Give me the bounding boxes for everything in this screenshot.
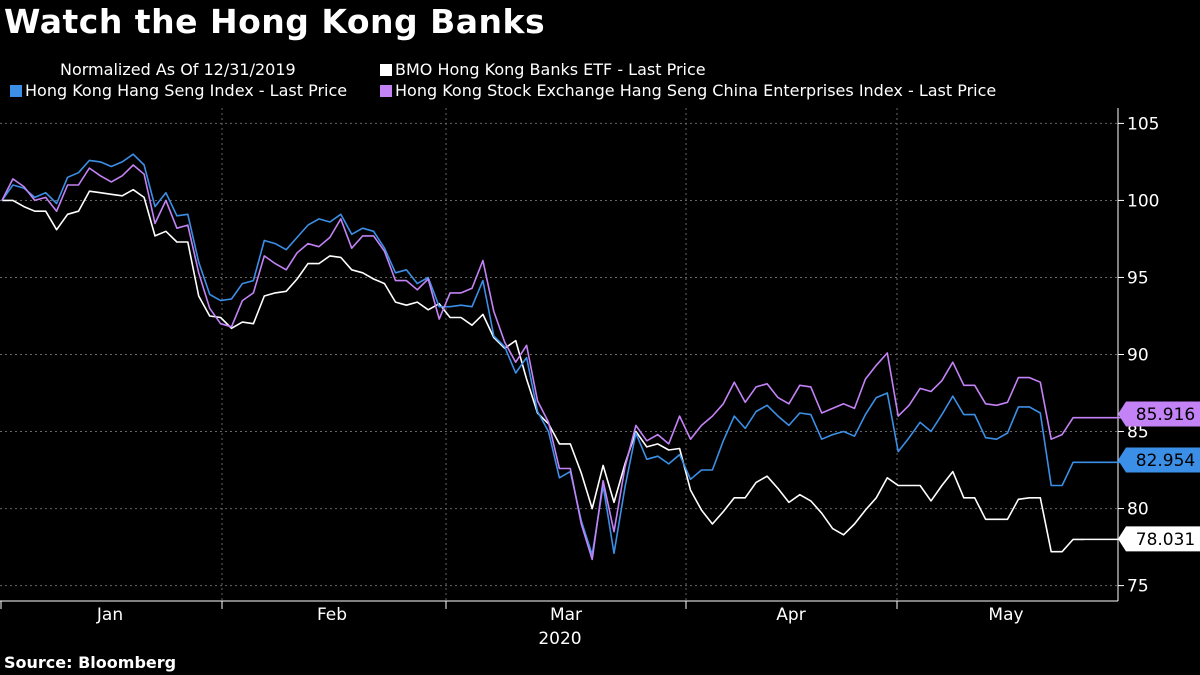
last-value-label: 78.031 [1136,530,1195,550]
legend-label-hscei: Hong Kong Stock Exchange Hang Seng China… [395,81,997,100]
y-tick-label: 85 [1127,423,1149,443]
y-tick-label: 75 [1127,577,1149,597]
source-note: Source: Bloomberg [4,653,177,672]
legend-note-text: Normalized As Of 12/31/2019 [60,60,296,79]
last-value-tag [1118,526,1200,552]
chart-legend: Normalized As Of 12/31/2019 BMO Hong Kon… [0,60,1200,104]
y-tick-label: 100 [1127,191,1159,211]
legend-item-bmo: BMO Hong Kong Banks ETF - Last Price [380,60,706,79]
last-value-label: 82.954 [1136,451,1195,471]
chart-labels: 78.031 82.954 85.916 [1084,401,1200,552]
legend-swatch-hang-seng [10,84,22,97]
chart-title: Watch the Hong Kong Banks [4,2,546,41]
series-line-0 [2,188,1084,553]
chart-axes: 75 80 85 90 95 100 105 Jan Feb Mar Apr May 2020 [0,108,1159,649]
x-tick-label: Feb [317,605,347,625]
legend-item-hang-seng: Hong Kong Hang Seng Index - Last Price [10,81,347,100]
x-tick-label: Jan [96,605,123,625]
y-tick-label: 80 [1127,500,1149,520]
series-line-1 [1,153,1084,556]
y-tick-label: 90 [1127,346,1149,366]
legend-swatch-bmo [380,63,392,76]
last-value-tag [1118,447,1200,473]
series-line-2 [1,164,1084,561]
x-tick-label: Apr [776,605,805,625]
last-value-label: 85.916 [1136,405,1195,425]
legend-label-bmo: BMO Hong Kong Banks ETF - Last Price [395,60,706,79]
y-tick-label: 105 [1127,114,1159,134]
chart-grid [0,108,1118,601]
legend-note: Normalized As Of 12/31/2019 [60,60,296,79]
x-tick-label: May [988,605,1023,625]
legend-item-hscei: Hong Kong Stock Exchange Hang Seng China… [380,81,996,100]
x-year-label: 2020 [538,629,581,649]
last-value-tag [1118,401,1200,427]
legend-label-hang-seng: Hong Kong Hang Seng Index - Last Price [25,81,348,100]
y-tick-label: 95 [1127,268,1149,288]
legend-swatch-hscei [380,84,392,97]
chart-series [1,153,1084,561]
x-tick-label: Mar [550,605,582,625]
